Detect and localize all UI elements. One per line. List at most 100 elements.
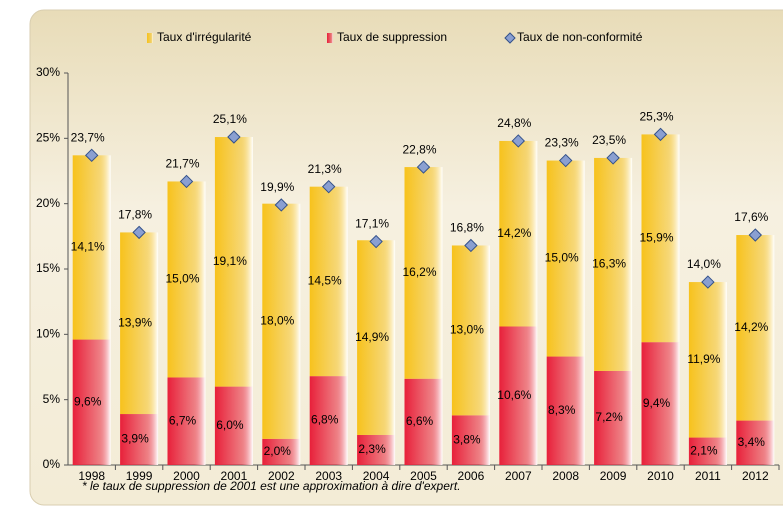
x-tick-label: 2007: [505, 469, 532, 483]
marker: [227, 130, 241, 144]
bar-segment: [688, 437, 727, 465]
total-label: 16,8%: [450, 221, 484, 235]
legend-swatch: [504, 32, 516, 44]
bar-segment: [736, 420, 775, 465]
y-tick-label: 0%: [43, 457, 61, 471]
bar-segment: [167, 181, 206, 378]
value-label: 13,9%: [118, 315, 152, 329]
marker: [369, 234, 383, 249]
marker: [274, 198, 289, 212]
bar-segment: [451, 245, 490, 416]
bar-segment: [262, 203, 301, 439]
value-label: 6,7%: [169, 413, 197, 427]
value-label: 15,0%: [165, 272, 199, 286]
total-label: 24,8%: [497, 116, 531, 130]
bar-segment: [120, 414, 159, 465]
y-tick-label: 20%: [36, 196, 60, 210]
bar-segment: [357, 240, 396, 435]
legend-swatch: [147, 33, 153, 43]
total-label: 14,0%: [687, 257, 721, 271]
x-tick-label: 1998: [78, 469, 105, 483]
value-label: 15,0%: [545, 251, 579, 265]
total-label: 25,1%: [213, 112, 247, 126]
total-label: 17,6%: [734, 210, 768, 224]
x-tick-label: 2003: [315, 469, 342, 483]
value-label: 19,1%: [213, 254, 247, 268]
x-tick-label: 2000: [173, 469, 200, 483]
value-label: 14,9%: [355, 330, 389, 344]
bar-segment: [499, 140, 538, 327]
x-tick-label: 2006: [458, 469, 485, 483]
x-tick-label: 2012: [742, 469, 769, 483]
value-label: 14,1%: [71, 240, 105, 254]
value-label: 9,4%: [643, 396, 671, 410]
x-tick-label: 1999: [126, 469, 153, 483]
bar-segment: [262, 438, 301, 465]
bar-segment: [72, 339, 111, 465]
x-tick-label: 2004: [363, 469, 390, 483]
x-tick-label: 2011: [695, 469, 721, 483]
value-label: 6,0%: [216, 418, 244, 432]
bar-segment: [499, 326, 538, 465]
bar-segment: [309, 186, 348, 377]
value-label: 10,6%: [497, 388, 531, 402]
value-label: 15,9%: [639, 230, 673, 244]
marker: [132, 225, 146, 240]
total-label: 21,7%: [165, 157, 199, 171]
bar-segment: [641, 342, 680, 465]
marker: [748, 228, 763, 242]
value-label: 18,0%: [260, 313, 294, 327]
total-label: 23,5%: [592, 133, 626, 147]
y-tick-label: 15%: [36, 261, 60, 275]
bar-segment: [736, 235, 775, 421]
bar-segment: [404, 167, 443, 379]
marker: [511, 134, 526, 148]
legend-label: Taux de non-conformité: [517, 30, 643, 44]
y-tick-label: 10%: [36, 327, 60, 341]
value-label: 3,4%: [738, 435, 766, 449]
value-label: 3,8%: [453, 432, 481, 446]
value-label: 9,6%: [74, 394, 102, 408]
value-label: 14,2%: [734, 320, 768, 334]
marker: [84, 148, 99, 163]
bar-segment: [451, 415, 490, 465]
bar-segment: [688, 282, 727, 438]
bar-segment: [214, 386, 253, 465]
marker: [701, 275, 715, 289]
marker: [416, 160, 431, 174]
total-label: 21,3%: [308, 162, 342, 176]
total-label: 17,1%: [355, 217, 389, 231]
bar-segment: [72, 155, 111, 340]
value-label: 16,3%: [592, 257, 626, 271]
marker: [464, 238, 478, 253]
bar-segment: [546, 356, 585, 465]
bar-segment: [167, 377, 206, 465]
value-label: 13,0%: [450, 323, 484, 337]
bar-segment: [594, 370, 633, 465]
value-label: 11,9%: [687, 352, 720, 366]
bar-segment: [214, 137, 253, 387]
bar-segment: [641, 134, 680, 343]
value-label: 2,3%: [358, 442, 386, 456]
x-tick-label: 2009: [600, 469, 627, 483]
marker: [179, 174, 194, 189]
value-label: 6,6%: [406, 414, 434, 428]
x-tick-label: 2008: [552, 469, 579, 483]
value-label: 7,2%: [595, 410, 623, 424]
legend-label: Taux de suppression: [337, 30, 447, 44]
y-tick-label: 30%: [36, 65, 60, 79]
value-label: 14,5%: [308, 274, 342, 288]
x-tick-label: 2005: [410, 469, 437, 483]
legend-label: Taux d'irrégularité: [157, 30, 252, 44]
total-label: 17,8%: [118, 208, 152, 222]
total-label: 19,9%: [260, 180, 294, 194]
x-tick-label: 2001: [221, 469, 248, 483]
x-tick-label: 2002: [268, 469, 295, 483]
bar-segment: [594, 157, 633, 371]
bar-segment: [357, 434, 396, 465]
value-label: 6,8%: [311, 413, 339, 427]
footnote: * le taux de suppression de 2001 est une…: [82, 479, 461, 493]
bar-segment: [309, 376, 348, 465]
bar-segment: [546, 160, 585, 357]
